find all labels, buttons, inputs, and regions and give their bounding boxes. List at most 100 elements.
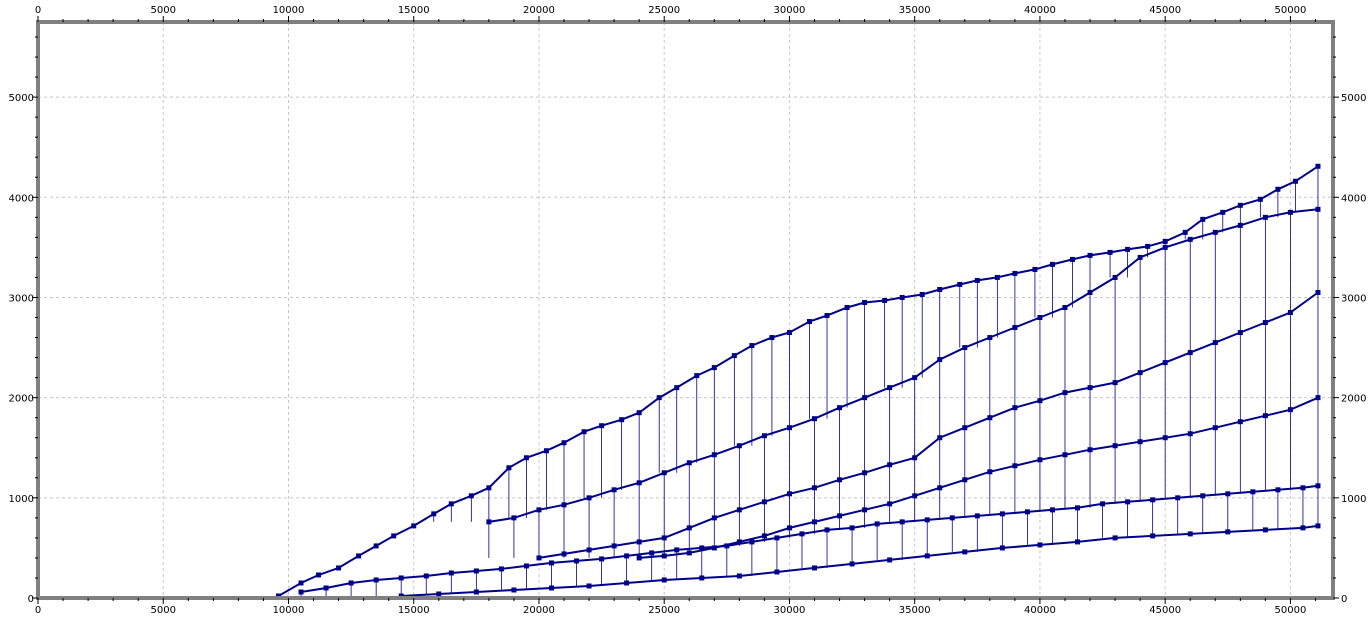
data-point: [1112, 443, 1118, 449]
y-tick-label-left: 0: [28, 594, 34, 605]
data-point: [824, 313, 830, 319]
data-point: [1024, 509, 1030, 515]
data-point: [1262, 413, 1268, 419]
data-point: [1182, 229, 1188, 235]
data-point: [1112, 380, 1118, 386]
series-lower-middle: [636, 395, 1321, 561]
data-point: [786, 491, 792, 497]
y-tick-label-left: 4000: [9, 193, 34, 204]
data-point: [574, 558, 580, 564]
data-point: [1237, 222, 1243, 228]
data-point: [919, 291, 925, 297]
data-point: [348, 580, 354, 586]
series-upper-middle: [486, 206, 1321, 558]
data-point: [1315, 289, 1321, 295]
data-point: [824, 527, 830, 533]
data-point: [1037, 398, 1043, 404]
data-point: [699, 545, 705, 551]
series-line: [639, 396, 1319, 559]
data-point: [1212, 340, 1218, 346]
data-point: [1062, 390, 1068, 396]
data-point: [1220, 209, 1226, 215]
plot-frame: [36, 20, 1335, 600]
data-point: [811, 565, 817, 571]
data-point: [1137, 370, 1143, 376]
series-line: [300, 484, 1319, 593]
data-point: [962, 425, 968, 431]
data-point: [1062, 304, 1068, 310]
x-tick-label-top: 25000: [648, 5, 680, 16]
data-point: [473, 589, 479, 595]
data-point: [724, 543, 730, 549]
data-point: [786, 425, 792, 431]
data-point: [1292, 178, 1298, 184]
plot-area: [38, 22, 1333, 598]
data-point: [1075, 505, 1081, 511]
data-point: [661, 577, 667, 583]
data-point: [656, 395, 662, 401]
data-point: [536, 507, 542, 513]
data-point: [1112, 535, 1118, 541]
data-point: [436, 591, 442, 597]
data-point: [674, 385, 680, 391]
data-point: [994, 274, 1000, 280]
data-point: [599, 423, 605, 429]
data-point: [561, 502, 567, 508]
data-point: [761, 433, 767, 439]
data-point: [937, 286, 943, 292]
data-point: [398, 593, 404, 599]
data-point: [1075, 539, 1081, 545]
series-middle: [536, 289, 1321, 561]
data-point: [686, 550, 692, 556]
data-point: [799, 531, 805, 537]
data-point: [1250, 489, 1256, 495]
x-tick-label-top: 35000: [899, 5, 931, 16]
data-point: [543, 448, 549, 454]
data-point: [649, 550, 655, 556]
data-point: [686, 525, 692, 531]
data-point: [1237, 419, 1243, 425]
data-point: [1262, 320, 1268, 326]
data-point: [391, 533, 397, 539]
data-point: [1187, 236, 1193, 242]
data-point: [731, 353, 737, 359]
data-point: [448, 501, 454, 507]
data-point: [987, 335, 993, 341]
data-point: [987, 469, 993, 475]
y-tick-label-left: 3000: [9, 293, 34, 304]
data-point: [586, 547, 592, 553]
data-point: [1087, 385, 1093, 391]
x-tick-label-top: 0: [35, 5, 41, 16]
data-point: [1257, 196, 1263, 202]
data-point: [275, 593, 281, 599]
data-point: [912, 375, 918, 381]
data-point: [774, 569, 780, 575]
data-point: [506, 465, 512, 471]
data-point: [957, 281, 963, 287]
data-point: [862, 470, 868, 476]
data-point: [786, 525, 792, 531]
data-point: [937, 357, 943, 363]
data-point: [523, 455, 529, 461]
data-point: [674, 547, 680, 553]
data-point: [1275, 487, 1281, 493]
data-point: [1200, 216, 1206, 222]
data-point: [636, 555, 642, 561]
data-point: [431, 511, 437, 517]
data-point: [736, 573, 742, 579]
data-point: [599, 556, 605, 562]
data-point: [837, 513, 843, 519]
x-tick-label-top: 15000: [398, 5, 430, 16]
data-point: [548, 560, 554, 566]
data-point: [882, 297, 888, 303]
x-tick-label-top: 5000: [151, 5, 176, 16]
x-tick-label-top: 45000: [1149, 5, 1181, 16]
data-point: [899, 294, 905, 300]
data-point: [1087, 252, 1093, 258]
data-point: [1162, 360, 1168, 366]
data-point: [1187, 531, 1193, 537]
y-tick-label-right: 3000: [1341, 293, 1366, 304]
data-point: [1037, 542, 1043, 548]
data-point: [486, 485, 492, 491]
